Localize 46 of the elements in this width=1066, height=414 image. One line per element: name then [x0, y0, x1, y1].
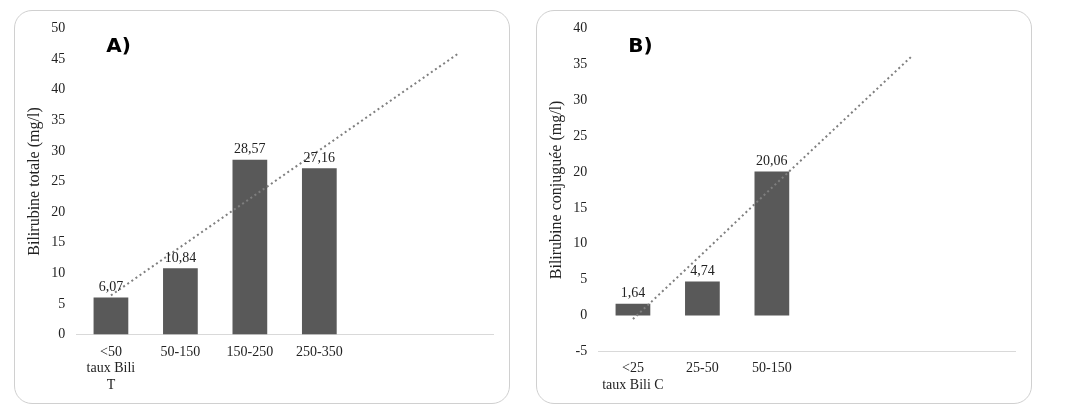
data-label: 4,74: [690, 263, 715, 279]
bar: [93, 297, 129, 335]
y-tick-label: 50: [51, 20, 66, 36]
y-tick-label: 20: [573, 163, 588, 179]
y-tick-label: 20: [51, 203, 66, 219]
x-tick-label: <25 taux Bili C: [602, 360, 664, 393]
data-label: 10,84: [164, 249, 197, 265]
bar: [615, 303, 651, 316]
x-tick-label: 25-50: [686, 360, 719, 376]
y-tick-label: 35: [573, 55, 588, 71]
bar: [301, 168, 337, 335]
x-tick-label: <50 taux Bili T: [86, 343, 136, 393]
chart-title: A): [106, 32, 131, 57]
x-tick-label: 50-150: [160, 343, 201, 359]
y-tick-label: 25: [573, 127, 588, 143]
bar: [232, 159, 268, 335]
bar: [754, 171, 790, 316]
data-label: 20,06: [756, 153, 788, 169]
y-axis-title: Bilirubine totale (mg/l): [24, 107, 43, 256]
y-tick-label: 15: [51, 234, 66, 250]
y-tick-label: 5: [580, 271, 588, 287]
y-tick-label: 40: [573, 20, 588, 36]
data-label: 1,64: [620, 285, 646, 301]
data-label: 28,57: [234, 141, 266, 157]
x-tick-label: 250-350: [296, 343, 343, 359]
y-tick-label: 0: [58, 326, 66, 342]
y-tick-label: 10: [573, 235, 588, 251]
y-tick-label: 10: [51, 265, 66, 281]
bar: [685, 281, 720, 316]
y-tick-label: 40: [51, 81, 66, 97]
bar: [163, 268, 198, 335]
y-tick-label: 25: [51, 173, 66, 189]
data-label: 6,07: [98, 279, 124, 295]
x-tick-label: 50-150: [752, 360, 792, 376]
y-tick-label: 30: [51, 142, 66, 158]
y-axis-title: Bilirubine conjuguée (mg/l): [546, 100, 565, 280]
y-tick-label: 0: [580, 307, 588, 323]
y-tick-label: 35: [51, 111, 66, 127]
y-tick-label: -5: [575, 343, 588, 359]
x-tick-label: 150-250: [226, 343, 274, 359]
y-tick-label: 5: [58, 295, 66, 311]
y-tick-label: 30: [573, 91, 588, 107]
data-label: 27,16: [303, 149, 336, 165]
chart-title: B): [628, 32, 653, 57]
y-tick-label: 15: [573, 199, 588, 215]
y-tick-label: 45: [51, 50, 66, 66]
